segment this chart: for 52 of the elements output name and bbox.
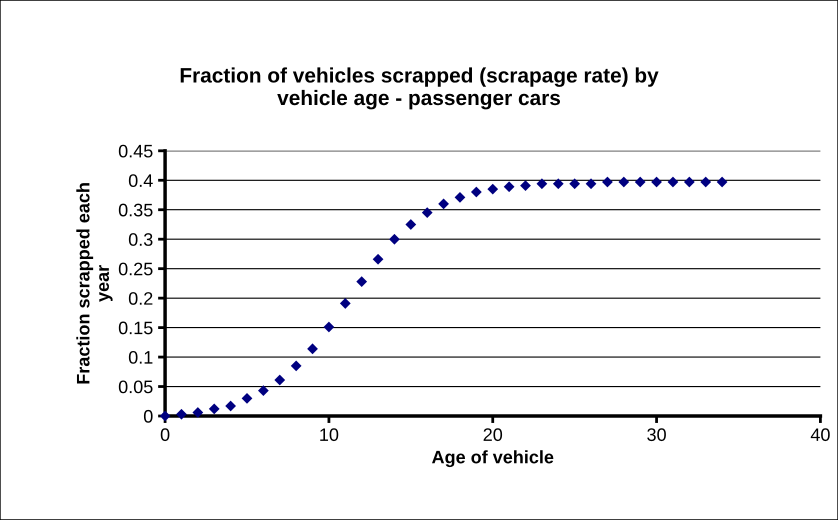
y-tick-label: 0.35 [118,204,153,216]
point [307,343,318,354]
point [405,219,416,230]
point [242,392,252,404]
point [176,408,187,420]
point [716,176,728,188]
point [569,178,580,190]
point [422,207,433,218]
point [586,178,596,190]
x-tick-label: 10 [320,428,338,442]
y-tick-label: 0.45 [118,144,153,158]
point [324,322,334,332]
point [618,176,630,188]
point [668,176,678,188]
y-tick-label: 0.2 [128,292,152,305]
x-tick-label: 20 [484,428,502,442]
x-tick-label: 40 [810,428,830,442]
point [438,198,449,210]
point [504,181,515,192]
y-tick-label: 0.15 [118,322,153,334]
point [520,180,531,191]
y-tick-label: 0.25 [118,262,153,276]
point [372,254,384,265]
point [634,176,646,188]
y-tick-label: 0 [144,410,153,423]
point [192,407,204,418]
point [290,360,302,372]
point [454,192,466,203]
y-axis-title: Fraction scrapped each year [76,183,113,384]
point [536,178,548,190]
point [487,184,498,194]
point [274,374,286,386]
point [552,178,564,190]
x-tick-label: 0 [160,428,170,442]
point [356,276,368,288]
x-axis-title: Age of vehicle [432,450,554,468]
y-tick-label: 0.3 [128,233,152,246]
chart-title: Fraction of vehicles scrapped (scrapage rate) by vehicle age - passenger cars [180,67,659,110]
point [470,186,482,198]
point [700,176,712,188]
x-tick-label: 30 [647,428,666,442]
point [258,385,269,396]
y-tick-label: 0.05 [118,380,153,394]
y-tick-label: 0.4 [128,174,153,187]
point [225,400,236,412]
y-tick-label: 0.1 [128,351,152,364]
point [208,404,220,414]
point [389,234,400,245]
point [602,176,613,188]
point [651,176,662,188]
point [340,298,351,309]
point [684,176,695,188]
